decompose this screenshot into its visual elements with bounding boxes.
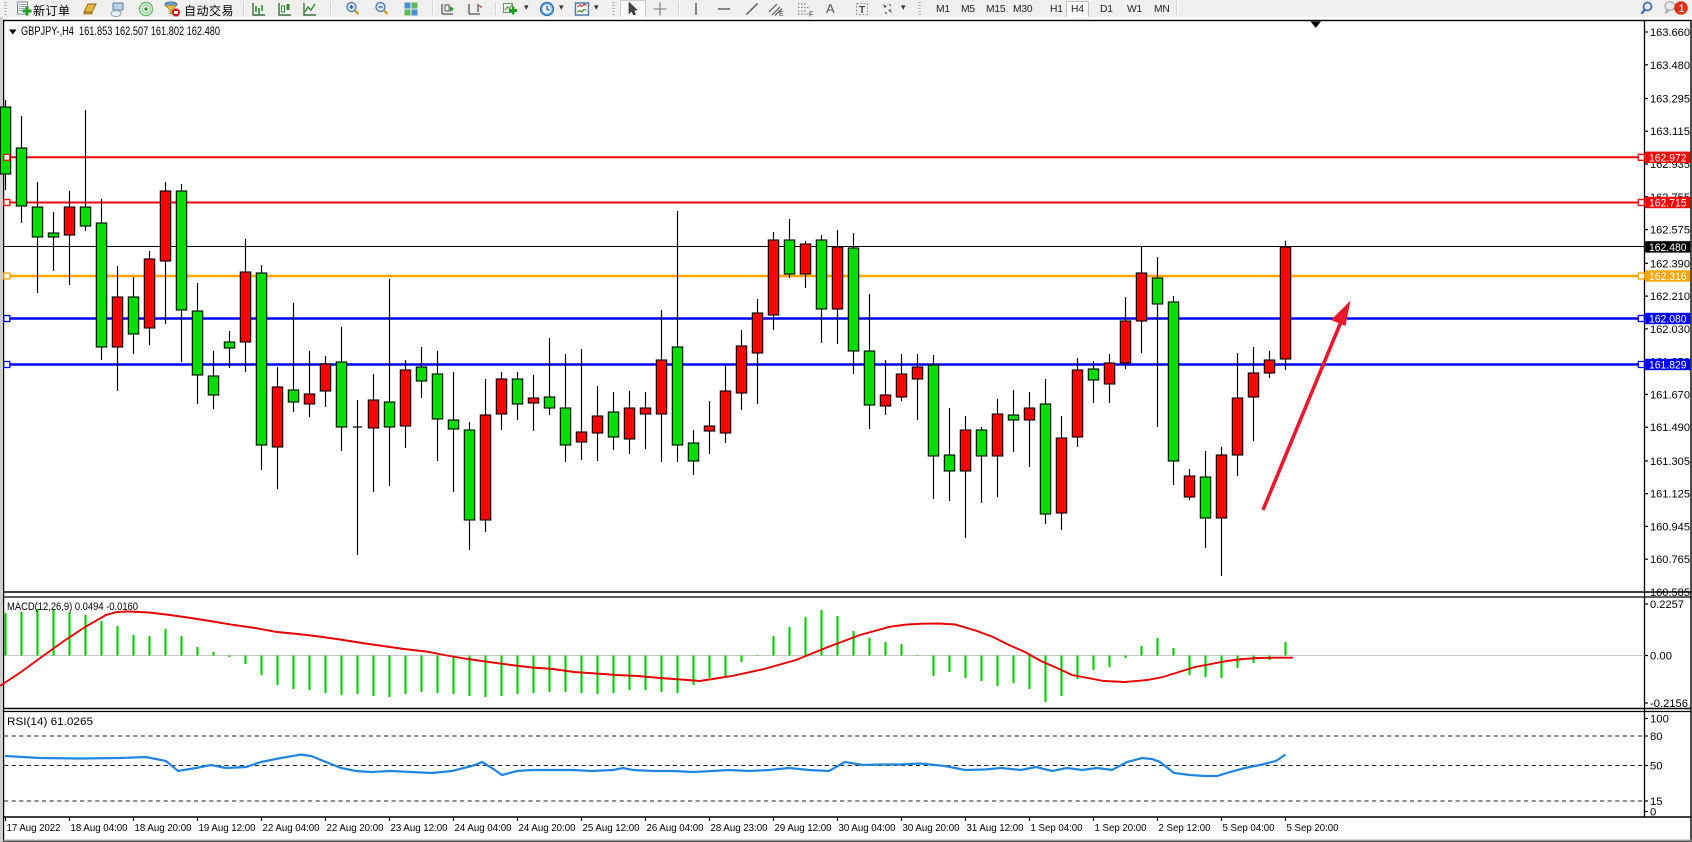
svg-text:17 Aug 2022: 17 Aug 2022 — [7, 822, 61, 834]
svg-text:162.316: 162.316 — [1649, 271, 1687, 283]
svg-text:GBPJPY-,H4 161.853 162.507 16: GBPJPY-,H4 161.853 162.507 161.802 162.4… — [21, 24, 220, 38]
svg-text:163.480: 163.480 — [1650, 60, 1690, 72]
svg-text:160.765: 160.765 — [1650, 554, 1690, 566]
svg-text:26 Aug 04:00: 26 Aug 04:00 — [647, 822, 704, 834]
svg-text:24 Aug 20:00: 24 Aug 20:00 — [519, 822, 576, 834]
svg-text:28 Aug 23:00: 28 Aug 23:00 — [711, 822, 768, 834]
svg-text:15: 15 — [1650, 796, 1663, 808]
svg-text:161.829: 161.829 — [1649, 360, 1687, 372]
svg-text:162.030: 162.030 — [1650, 324, 1690, 336]
svg-text:29 Aug 12:00: 29 Aug 12:00 — [775, 822, 832, 834]
svg-text:162.972: 162.972 — [1649, 153, 1687, 165]
svg-text:0: 0 — [1650, 807, 1656, 819]
svg-text:19 Aug 12:00: 19 Aug 12:00 — [199, 822, 256, 834]
svg-text:2 Sep 12:00: 2 Sep 12:00 — [1159, 822, 1211, 834]
svg-text:1 Sep 04:00: 1 Sep 04:00 — [1031, 822, 1083, 834]
svg-text:162.390: 162.390 — [1650, 258, 1690, 270]
svg-text:161.125: 161.125 — [1650, 489, 1690, 501]
svg-text:162.575: 162.575 — [1650, 225, 1690, 237]
svg-text:100: 100 — [1650, 714, 1669, 726]
svg-text:162.080: 162.080 — [1649, 314, 1687, 326]
svg-text:30 Aug 20:00: 30 Aug 20:00 — [903, 822, 960, 834]
svg-text:18 Aug 04:00: 18 Aug 04:00 — [71, 822, 128, 834]
svg-text:163.115: 163.115 — [1650, 126, 1690, 138]
svg-text:-0.2156: -0.2156 — [1650, 698, 1688, 710]
svg-text:162.480: 162.480 — [1649, 242, 1687, 254]
svg-text:E: E — [779, 11, 784, 17]
svg-text:F: F — [809, 12, 813, 18]
svg-text:RSI(14) 61.0265: RSI(14) 61.0265 — [7, 716, 93, 728]
svg-text:1: 1 — [1679, 3, 1685, 15]
svg-text:0.2257: 0.2257 — [1650, 599, 1684, 611]
svg-text:22 Aug 20:00: 22 Aug 20:00 — [327, 822, 384, 834]
svg-text:23 Aug 12:00: 23 Aug 12:00 — [391, 822, 448, 834]
svg-text:0.00: 0.00 — [1650, 651, 1672, 663]
svg-text:25 Aug 12:00: 25 Aug 12:00 — [583, 822, 640, 834]
svg-text:24 Aug 04:00: 24 Aug 04:00 — [455, 822, 512, 834]
svg-text:50: 50 — [1650, 761, 1663, 773]
svg-text:31 Aug 12:00: 31 Aug 12:00 — [967, 822, 1024, 834]
svg-text:22 Aug 04:00: 22 Aug 04:00 — [263, 822, 320, 834]
svg-text:T: T — [859, 5, 865, 16]
svg-text:160.945: 160.945 — [1650, 521, 1690, 533]
svg-text:161.490: 161.490 — [1650, 422, 1690, 434]
svg-text:161.670: 161.670 — [1650, 389, 1690, 401]
svg-text:MACD(12,26,9) 0.0494 -0.0160: MACD(12,26,9) 0.0494 -0.0160 — [7, 601, 138, 613]
svg-text:162.715: 162.715 — [1649, 198, 1687, 210]
svg-text:163.660: 163.660 — [1650, 27, 1690, 39]
svg-text:162.210: 162.210 — [1650, 291, 1690, 303]
svg-text:160.585: 160.585 — [1650, 587, 1690, 599]
svg-text:18 Aug 20:00: 18 Aug 20:00 — [135, 822, 192, 834]
svg-text:5 Sep 20:00: 5 Sep 20:00 — [1287, 822, 1339, 834]
svg-text:1 Sep 20:00: 1 Sep 20:00 — [1095, 822, 1147, 834]
svg-text:163.295: 163.295 — [1650, 94, 1690, 106]
svg-text:161.305: 161.305 — [1650, 456, 1690, 468]
svg-text:30 Aug 04:00: 30 Aug 04:00 — [839, 822, 896, 834]
svg-text:80: 80 — [1650, 731, 1663, 743]
svg-text:5 Sep 04:00: 5 Sep 04:00 — [1223, 822, 1275, 834]
